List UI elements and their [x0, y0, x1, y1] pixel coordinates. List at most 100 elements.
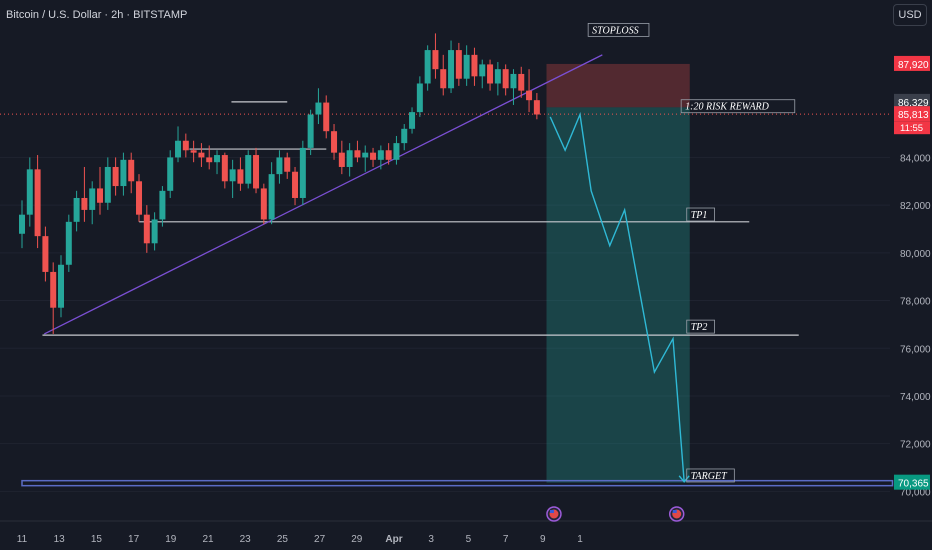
stop-price-tag-bg [894, 55, 930, 71]
time-tick-label: 21 [202, 534, 214, 545]
candle-body [432, 50, 439, 70]
price-tick-label: 72,000 [900, 440, 931, 451]
candle-body [65, 221, 72, 265]
candle-body [81, 197, 88, 210]
candle-body [167, 157, 174, 191]
stop-price-tag: 87,920 [898, 60, 929, 71]
price-tick-label: 76,000 [900, 344, 931, 355]
candle-body [34, 169, 41, 237]
candle-body [440, 69, 447, 89]
annotation-box [686, 468, 735, 483]
last-price-tag-bg [894, 106, 930, 122]
candle-body [401, 128, 408, 144]
candle-body [159, 190, 166, 220]
projection-path-group [549, 111, 690, 483]
annotation-box [686, 319, 715, 334]
time-tick-label: 3 [428, 534, 434, 545]
candle-body [175, 140, 182, 158]
candle-body [104, 166, 111, 203]
candle-body [190, 150, 197, 153]
candle-body [214, 155, 221, 163]
candle-body [19, 214, 25, 234]
candle-body [424, 50, 431, 84]
time-tick-label: 27 [314, 534, 326, 545]
candle-body [370, 152, 377, 160]
time-tick-label: 13 [54, 534, 66, 545]
candle-body [112, 166, 119, 187]
price-tick-label: 80,000 [900, 249, 931, 260]
target-price-tag: 70,365 [898, 479, 929, 490]
candle-body [533, 100, 540, 115]
time-tick-label: 25 [277, 534, 289, 545]
trendline-group [44, 54, 603, 335]
candle-body [292, 171, 299, 198]
time-tick-label: 23 [240, 534, 252, 545]
candle-body [128, 159, 135, 182]
candle-body [323, 102, 330, 132]
stop-zone [546, 63, 690, 108]
annotation-label: TP1 [691, 210, 708, 221]
candle-body [50, 271, 57, 308]
annotation-label: STOPLOSS [592, 25, 639, 36]
price-tick-label: 82,000 [900, 201, 931, 212]
currency-button[interactable]: USD [893, 4, 927, 26]
candle-body [237, 169, 244, 184]
candle-body [253, 155, 260, 189]
candle-body [245, 155, 252, 184]
price-tick-label: 74,000 [900, 392, 931, 403]
annotation-box [686, 207, 715, 222]
candle-body [307, 114, 314, 148]
candle-body [299, 147, 306, 198]
annotations: STOPLOSS 1:20 RISK REWARD TP1 TP2 TARGET [587, 22, 796, 483]
candle-body [221, 155, 228, 182]
price-axis: 70,000 72,000 74,000 76,000 78,000 80,000 82,0… [894, 55, 931, 498]
price-tick-label: 70,000 [900, 487, 931, 498]
candle-body [182, 140, 189, 151]
candle-body [409, 112, 416, 129]
arrow-head-icon [678, 475, 690, 483]
countdown-tag-bg [894, 121, 930, 135]
candle-body [120, 159, 127, 187]
candle-body [58, 264, 65, 308]
candle-body [362, 152, 369, 158]
candle-body [494, 69, 501, 84]
risk-reward-zones [546, 63, 690, 483]
annotation-box [680, 99, 796, 114]
target-price-tag-bg [894, 474, 930, 490]
event-markers [546, 506, 685, 522]
time-axis: 11 13 15 17 19 21 23 25 27 29 Apr 3 5 7 9 1 [0, 520, 932, 545]
candle-body [502, 69, 509, 89]
candle-body [97, 188, 104, 203]
candle-body [393, 143, 400, 160]
candle-body [268, 174, 275, 220]
horizontal-levels [0, 101, 894, 487]
candle-body [42, 236, 49, 272]
time-tick-label: 1 [577, 534, 583, 545]
chart-title: Bitcoin / U.S. Dollar · 2h · BITSTAMP [6, 9, 188, 21]
time-tick-label: 15 [91, 534, 103, 545]
candle-body [377, 150, 384, 160]
time-tick-label: Apr [385, 534, 402, 545]
candles [19, 33, 540, 334]
candle-body [479, 64, 486, 77]
countdown-timer: 11:55 [900, 123, 923, 134]
annotation-box [587, 22, 650, 37]
last-price-tag: 85,813 [898, 110, 929, 121]
projection-path [549, 111, 685, 482]
candle-body [260, 188, 267, 220]
candle-body [73, 197, 80, 222]
candle-body [26, 169, 33, 215]
candle-body [315, 102, 322, 115]
current-price-tag: 86,329 [898, 98, 929, 109]
candle-body [346, 150, 353, 167]
candle-body [276, 157, 283, 175]
time-tick-label: 19 [165, 534, 177, 545]
annotation-label: 1:20 RISK REWARD [685, 102, 770, 113]
candle-body [151, 219, 158, 244]
flag-canton [549, 510, 554, 513]
grid [0, 156, 890, 492]
candle-body [331, 131, 338, 153]
candle-body [510, 73, 517, 89]
candle-body [518, 73, 525, 91]
